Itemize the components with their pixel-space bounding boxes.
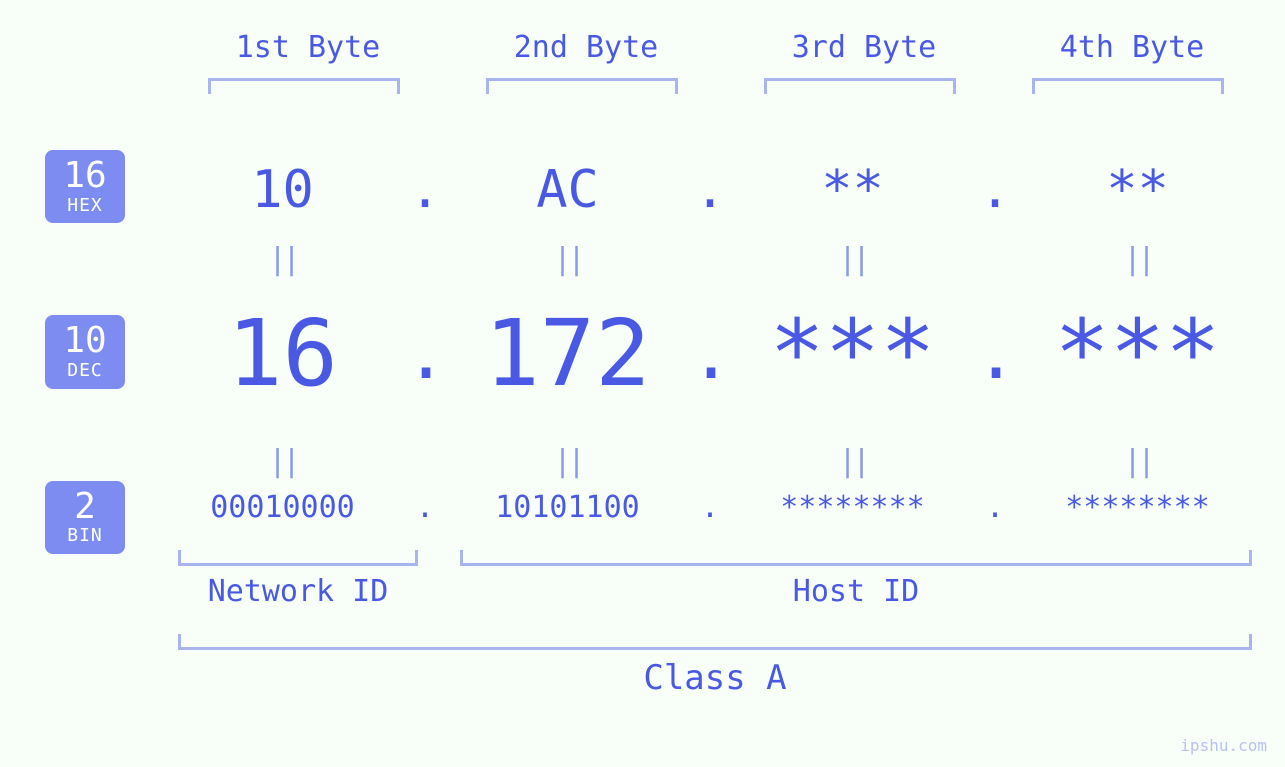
base-badge-column: 16 HEX 10 DEC 2 BIN [45,150,125,554]
base-badge-dec: 10 DEC [45,315,125,388]
bin-byte-3: ******** [730,490,975,525]
dot-icon: . [690,313,730,395]
network-bracket [178,550,418,566]
bin-byte-1: 00010000 [160,490,405,525]
equals-icon: || [730,444,975,479]
hex-byte-2: AC [445,160,690,220]
base-badge-hex: 16 HEX [45,150,125,223]
hex-byte-3: ** [730,160,975,220]
class-bracket [178,634,1252,650]
dec-byte-4: *** [1015,300,1260,407]
host-bracket [460,550,1252,566]
dec-byte-3: *** [730,300,975,407]
equals-icon: || [1015,444,1260,479]
hex-byte-4: ** [1015,160,1260,220]
equals-icon: || [445,242,690,277]
equals-icon: || [445,444,690,479]
bin-byte-2: 10101100 [445,490,690,525]
byte-bracket-3 [764,78,956,94]
dec-byte-2: 172 [445,300,690,407]
dot-icon: . [405,490,445,525]
row-bin: 00010000 . 10101100 . ******** . *******… [160,490,1260,525]
dot-icon: . [690,160,730,220]
row-dec: 16 . 172 . *** . *** [160,300,1260,407]
row-hex: 10 . AC . ** . ** [160,160,1260,220]
equals-icon: || [160,444,405,479]
dot-icon: . [975,160,1015,220]
bin-byte-4: ******** [1015,490,1260,525]
diagram-stage: 1st Byte 2nd Byte 3rd Byte 4th Byte 10 .… [160,30,1260,737]
byte-headers: 1st Byte 2nd Byte 3rd Byte 4th Byte [160,30,1260,100]
byte-bracket-4 [1032,78,1224,94]
dec-byte-1: 16 [160,300,405,407]
equals-row-bottom: || || || || [160,444,1260,479]
dot-icon: . [690,490,730,525]
base-badge-bin: 2 BIN [45,481,125,554]
byte-header-3: 3rd Byte [764,30,964,65]
host-label: Host ID [460,574,1252,609]
byte-bracket-2 [486,78,678,94]
dot-icon: . [975,490,1015,525]
class-label: Class A [178,658,1252,698]
base-badge-hex-label: HEX [45,196,125,216]
dot-icon: . [405,160,445,220]
base-badge-bin-num: 2 [45,487,125,527]
byte-header-2: 2nd Byte [486,30,686,65]
base-badge-bin-label: BIN [45,526,125,546]
byte-header-1: 1st Byte [208,30,408,65]
watermark: ipshu.com [1180,736,1267,755]
base-badge-dec-label: DEC [45,361,125,381]
network-label: Network ID [178,574,418,609]
dot-icon: . [975,313,1015,395]
byte-bracket-1 [208,78,400,94]
equals-icon: || [160,242,405,277]
base-badge-hex-num: 16 [45,156,125,196]
equals-icon: || [730,242,975,277]
equals-row-top: || || || || [160,242,1260,277]
equals-icon: || [1015,242,1260,277]
dot-icon: . [405,313,445,395]
byte-header-4: 4th Byte [1032,30,1232,65]
hex-byte-1: 10 [160,160,405,220]
base-badge-dec-num: 10 [45,321,125,361]
